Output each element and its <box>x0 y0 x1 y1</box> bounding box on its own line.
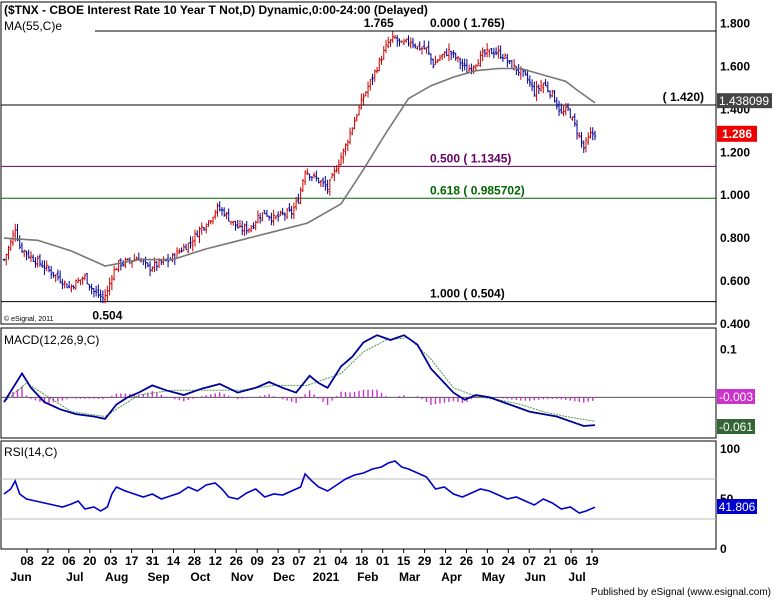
footer-credit: Published by eSignal (www.esignal.com) <box>591 587 771 598</box>
price-annotations: 1.765 0.504 <box>92 16 394 323</box>
price-pane <box>0 1 717 325</box>
x-tick-month: Aug <box>105 570 128 584</box>
x-tick-day: 15 <box>397 554 411 568</box>
last-price-badge: 1.286 <box>717 125 757 142</box>
chart-title: ($TNX - CBOE Interest Rate 10 Year T Not… <box>4 3 428 17</box>
ma-label: MA(55,C)e <box>4 19 62 33</box>
rsi-value-badge: 41.806 <box>717 499 757 514</box>
price-tick-label: 0.600 <box>720 274 750 288</box>
x-axis: 08 22 06 20 03 17 31 14 28 12 26 09 23 07 21 04 18 01 15 29… <box>10 549 599 584</box>
price-tick-label: 1.000 <box>720 188 750 202</box>
macd-value: -0.061 <box>719 420 753 434</box>
macd-line <box>3 334 596 427</box>
rsi-tick-label: 100 <box>720 442 740 456</box>
x-tick-day: 18 <box>355 554 369 568</box>
signal-value-badge: -0.003 <box>717 389 755 404</box>
rsi-value: 41.806 <box>719 500 756 514</box>
x-tick-month: Apr <box>441 570 462 584</box>
moving-average-line <box>3 67 596 267</box>
x-tick-month: Jul <box>66 570 83 584</box>
last-price-value: 1.286 <box>722 127 752 141</box>
fib-label: 0.500 ( 1.1345) <box>430 151 511 165</box>
price-annotation: 1.765 <box>364 16 394 30</box>
rsi-pane <box>0 440 717 550</box>
macd-value-badge: -0.061 <box>717 419 755 434</box>
x-tick-day: 19 <box>585 554 599 568</box>
x-tick-month: Sep <box>148 570 170 584</box>
x-tick-day: 21 <box>313 554 327 568</box>
x-tick-day: 20 <box>83 554 97 568</box>
rsi-line <box>3 460 596 514</box>
macd-y-axis: 0.1 <box>720 343 737 357</box>
x-tick-day: 17 <box>125 554 139 568</box>
signal-value: -0.003 <box>719 390 753 404</box>
price-tick-label: 1.800 <box>720 16 750 30</box>
x-tick-day: 21 <box>543 554 557 568</box>
macd-signal-line <box>3 337 596 422</box>
x-tick-day: 23 <box>271 554 285 568</box>
ma-value-badge: 1.438099 <box>717 93 772 109</box>
x-tick-day: 31 <box>146 554 160 568</box>
x-tick-day: 04 <box>334 554 348 568</box>
x-tick-day: 12 <box>209 554 223 568</box>
x-tick-day: 24 <box>502 554 516 568</box>
macd-pane <box>0 327 717 439</box>
rsi-guide-lines <box>1 478 716 520</box>
x-tick-month: Jul <box>568 570 585 584</box>
fib-label: 1.000 ( 0.504) <box>430 287 505 301</box>
x-tick-day: 28 <box>188 554 202 568</box>
macd-histogram <box>7 386 594 405</box>
x-tick-month: Feb <box>357 570 378 584</box>
price-tick-label: 0.800 <box>720 231 750 245</box>
x-tick-day: 12 <box>439 554 453 568</box>
x-tick-month: Jun <box>10 570 31 584</box>
x-tick-day: 08 <box>20 554 34 568</box>
x-tick-day: 10 <box>481 554 495 568</box>
x-tick-month: 2021 <box>313 570 340 584</box>
price-tick-label: 1.200 <box>720 145 750 159</box>
x-tick-day: 14 <box>167 554 181 568</box>
x-tick-month: Dec <box>273 570 295 584</box>
x-tick-day: 26 <box>460 554 474 568</box>
x-tick-day: 26 <box>230 554 244 568</box>
price-annotation: 0.504 <box>92 309 122 323</box>
fibonacci-levels: 0.000 ( 1.765) ( 1.420) 0.500 ( 1.1345) 0.6… <box>1 16 716 303</box>
macd-label: MACD(12,26,9,C) <box>4 333 99 347</box>
rsi-label: RSI(14,C) <box>4 445 57 459</box>
x-tick-month: May <box>482 570 506 584</box>
price-tick-label: 0.400 <box>720 317 750 331</box>
fib-label: ( 1.420) <box>663 90 704 104</box>
x-tick-month: Mar <box>399 570 421 584</box>
x-tick-day: 22 <box>41 554 55 568</box>
fib-label: 0.000 ( 1.765) <box>430 16 505 30</box>
price-tick-label: 1.600 <box>720 59 750 73</box>
x-tick-day: 06 <box>564 554 578 568</box>
x-tick-month: Jun <box>525 570 546 584</box>
x-tick-day: 29 <box>418 554 432 568</box>
x-tick-day: 03 <box>104 554 118 568</box>
ma-value: 1.438099 <box>719 94 769 108</box>
x-tick-day: 07 <box>292 554 306 568</box>
fib-label: 0.618 ( 0.985702) <box>430 183 525 197</box>
x-tick-month: Oct <box>190 570 210 584</box>
x-tick-day: 01 <box>376 554 390 568</box>
x-tick-day: 06 <box>62 554 76 568</box>
macd-tick-label: 0.1 <box>720 343 737 357</box>
x-tick-day: 09 <box>251 554 265 568</box>
x-tick-day: 07 <box>523 554 537 568</box>
rsi-tick-label: 0 <box>720 542 727 556</box>
copyright-label: © eSignal, 2011 <box>4 315 54 323</box>
x-tick-month: Nov <box>231 570 254 584</box>
